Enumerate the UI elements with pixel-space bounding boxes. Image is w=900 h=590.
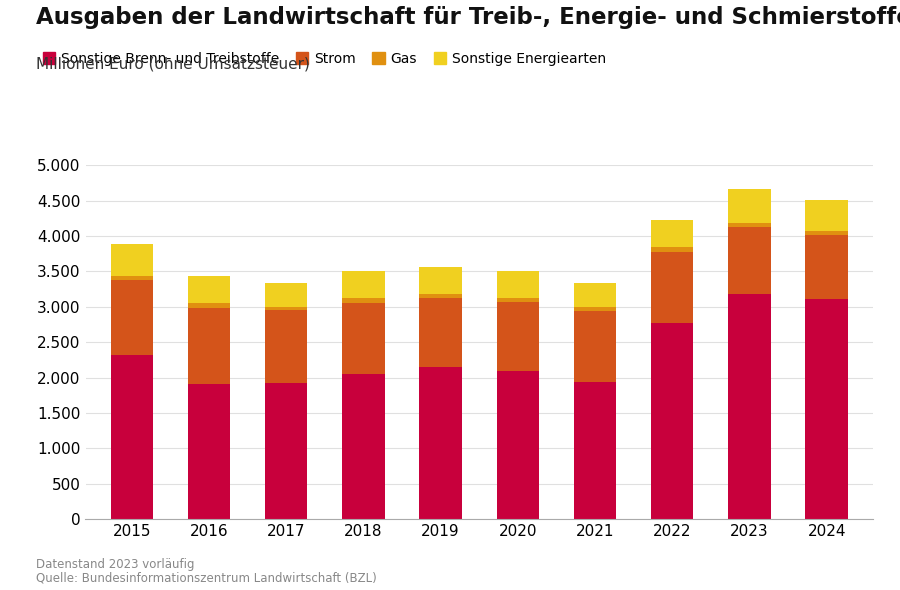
Bar	[188, 276, 230, 303]
Bar	[651, 220, 694, 247]
Bar	[574, 382, 617, 519]
Bar	[419, 299, 462, 367]
Bar	[419, 294, 462, 299]
Bar	[806, 231, 848, 235]
Bar	[497, 371, 539, 519]
Bar	[728, 294, 770, 519]
Bar	[497, 302, 539, 371]
Bar	[806, 299, 848, 519]
Bar	[265, 382, 308, 519]
Bar	[188, 307, 230, 384]
Bar	[111, 280, 153, 355]
Bar	[342, 271, 384, 299]
Bar	[342, 299, 384, 303]
Text: Ausgaben der Landwirtschaft für Treib-, Energie- und Schmierstoffe: Ausgaben der Landwirtschaft für Treib-, …	[36, 6, 900, 29]
Bar	[111, 276, 153, 280]
Bar	[111, 244, 153, 276]
Bar	[342, 303, 384, 374]
Bar	[574, 283, 617, 307]
Bar	[419, 267, 462, 294]
Bar	[419, 367, 462, 519]
Bar	[497, 271, 539, 297]
Text: Quelle: Bundesinformationszentrum Landwirtschaft (BZL): Quelle: Bundesinformationszentrum Landwi…	[36, 571, 377, 584]
Text: Datenstand 2023 vorläufig: Datenstand 2023 vorläufig	[36, 558, 194, 571]
Bar	[728, 189, 770, 222]
Bar	[265, 307, 308, 310]
Bar	[728, 222, 770, 227]
Bar	[342, 374, 384, 519]
Bar	[806, 235, 848, 299]
Bar	[188, 303, 230, 307]
Bar	[806, 199, 848, 231]
Bar	[574, 307, 617, 311]
Legend: Sonstige Brenn- und Treibstoffe, Strom, Gas, Sonstige Energiearten: Sonstige Brenn- und Treibstoffe, Strom, …	[37, 47, 611, 71]
Bar	[651, 323, 694, 519]
Bar	[111, 355, 153, 519]
Bar	[651, 247, 694, 253]
Bar	[265, 283, 308, 307]
Text: Millionen Euro (ohne Umsatzsteuer): Millionen Euro (ohne Umsatzsteuer)	[36, 56, 310, 71]
Bar	[728, 227, 770, 294]
Bar	[188, 384, 230, 519]
Bar	[651, 253, 694, 323]
Bar	[265, 310, 308, 382]
Bar	[497, 297, 539, 302]
Bar	[574, 311, 617, 382]
